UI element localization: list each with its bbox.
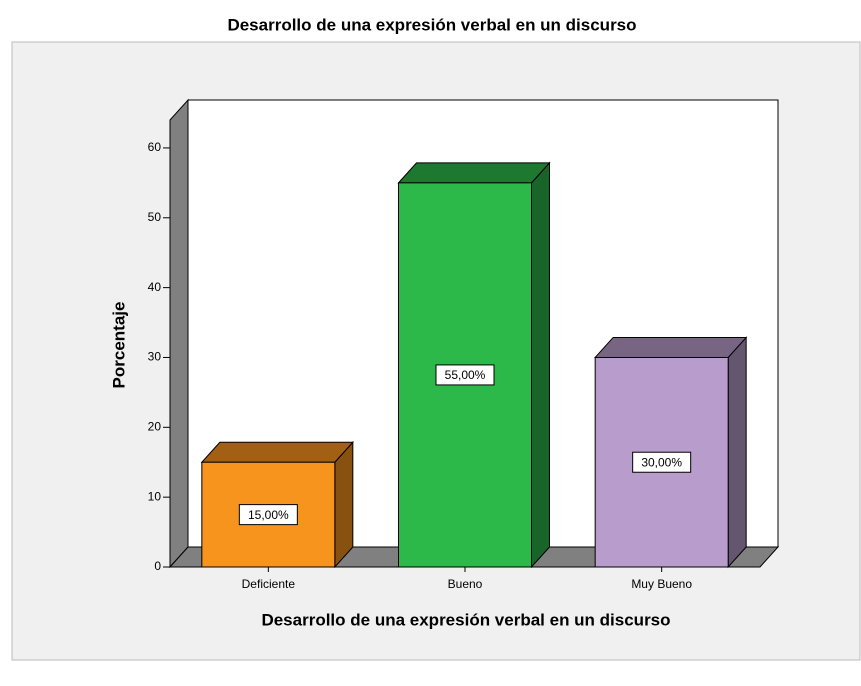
value-label-box [632, 451, 692, 473]
y-tick-label: 50 [148, 210, 162, 224]
value-label: 15,00% [248, 508, 289, 522]
x-axis-label: Desarrollo de una expresión verbal en un… [261, 610, 670, 629]
y-tick-label: 30 [148, 350, 162, 364]
x-tick-label: Bueno [448, 577, 483, 591]
bar-side [531, 161, 550, 569]
value-label-box [435, 364, 495, 386]
bar-top [594, 336, 748, 358]
bar-side [727, 336, 747, 569]
x-tick-label: Deficiente [242, 577, 296, 591]
value-label-box [238, 504, 298, 526]
y-tick-label: 0 [154, 559, 161, 573]
y-tick-label: 10 [148, 489, 162, 503]
y-axis-label: Porcentaje [109, 302, 128, 389]
bar-top [397, 162, 551, 184]
left-wall [169, 98, 189, 569]
y-tick-label: 20 [148, 419, 162, 433]
bar-top [200, 441, 354, 463]
bar-side [334, 440, 354, 569]
value-label: 55,00% [445, 368, 486, 382]
y-tick-label: 40 [148, 280, 162, 294]
x-tick-label: Muy Bueno [631, 577, 692, 591]
y-tick-label: 60 [148, 140, 162, 154]
value-label: 30,00% [641, 455, 682, 469]
chart-title: Desarrollo de una expresión verbal en un… [227, 15, 636, 34]
